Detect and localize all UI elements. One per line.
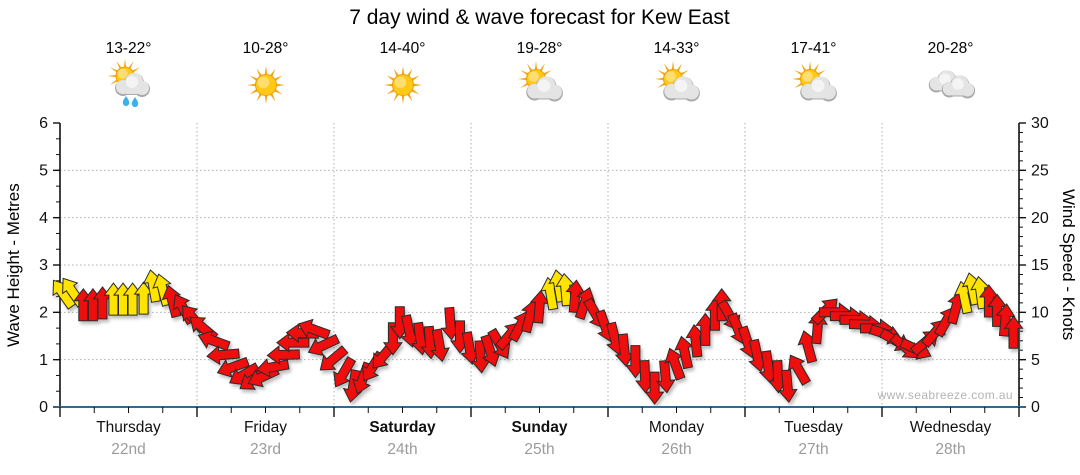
wind-arrow	[307, 333, 341, 357]
left-axis-tick-label: 2	[39, 305, 48, 322]
weather-icon-slot	[789, 60, 839, 110]
weather-icon-slot	[378, 60, 428, 110]
left-axis-tick-label: 3	[39, 257, 48, 274]
wind-arrow	[777, 369, 798, 403]
weather-icon-showers	[107, 58, 150, 107]
left-axis-tick-label: 6	[39, 115, 48, 132]
right-axis-tick-label: 5	[1031, 352, 1040, 369]
weather-icon-slot	[515, 60, 565, 110]
temperature-range: 14-33°	[653, 40, 700, 57]
left-axis-tick-label: 0	[39, 399, 48, 416]
wind-arrow	[333, 356, 357, 388]
date-label: 24th	[387, 441, 418, 458]
right-axis-tick-label: 25	[1031, 163, 1049, 180]
wind-arrow	[655, 359, 676, 394]
day-label: Friday	[243, 419, 288, 436]
weather-icon-slot	[926, 60, 976, 110]
wind-arrow-series	[52, 269, 1024, 405]
weather-icon-sunny	[383, 66, 422, 104]
wind-arrow	[297, 318, 331, 340]
right-axis-tick-label: 30	[1031, 115, 1049, 132]
weather-icon-cloudy	[928, 70, 975, 99]
left-axis-title: Wave Height - Metres	[4, 183, 23, 347]
wind-arrow	[255, 357, 290, 378]
left-axis-tick-label: 1	[39, 352, 48, 369]
right-axis-title: Wind Speed - Knots	[1059, 189, 1078, 341]
weather-icon-partly-cloudy	[654, 61, 700, 102]
date-label: 23rd	[249, 441, 282, 458]
right-axis: 0 5 10 15 20 25 30	[1018, 115, 1049, 416]
temperature-range: 17-41°	[790, 40, 837, 57]
date-label: 28th	[935, 441, 966, 458]
wind-arrow	[216, 356, 250, 378]
wind-arrow	[430, 328, 450, 363]
wind-arrow	[206, 345, 240, 366]
weather-icon-sunny	[246, 66, 285, 104]
temperature-range: 13-22°	[105, 40, 152, 57]
weather-icon-partly-cloudy	[517, 61, 563, 102]
right-axis-tick-label: 20	[1031, 210, 1049, 227]
wind-arrow	[266, 345, 300, 366]
day-label: Sunday	[511, 419, 568, 436]
wind-arrow	[319, 345, 349, 371]
date-label: 27th	[798, 441, 829, 458]
wind-arrow	[1003, 315, 1024, 349]
temperature-range: 20-28°	[927, 40, 974, 57]
day-label: Monday	[648, 419, 705, 436]
wind-arrow	[197, 330, 231, 352]
wind-arrow	[644, 371, 665, 405]
gridlines	[60, 123, 1019, 407]
x-axis	[56, 406, 1023, 417]
left-axis: 0 1 2 3 4 5 6	[39, 115, 61, 416]
wind-arrow	[161, 284, 182, 319]
date-label: 22nd	[111, 441, 146, 458]
day-label: Thursday	[96, 419, 161, 436]
left-axis-tick-label: 5	[39, 163, 48, 180]
date-label: 26th	[661, 441, 692, 458]
wind-arrow	[787, 354, 811, 386]
right-axis-tick-label: 10	[1031, 305, 1049, 322]
weather-icon-slot	[652, 60, 702, 110]
date-label: 25th	[524, 441, 555, 458]
right-axis-tick-label: 15	[1031, 257, 1049, 274]
temperature-range: 10-28°	[242, 40, 289, 57]
day-label: Saturday	[369, 419, 436, 436]
day-label: Tuesday	[784, 419, 843, 436]
weather-icon-slot	[104, 58, 154, 110]
temperature-range: 14-40°	[379, 40, 426, 57]
watermark: www.seabreeze.com.au	[877, 388, 1013, 402]
left-axis-tick-label: 4	[39, 210, 48, 227]
chart-title: 7 day wind & wave forecast for Kew East	[349, 6, 730, 29]
weather-icon-slot	[241, 60, 291, 110]
temperature-range: 19-28°	[516, 40, 563, 57]
right-axis-tick-label: 0	[1031, 399, 1040, 416]
day-label: Wednesday	[909, 419, 992, 436]
weather-icon-partly-cloudy	[791, 61, 837, 102]
